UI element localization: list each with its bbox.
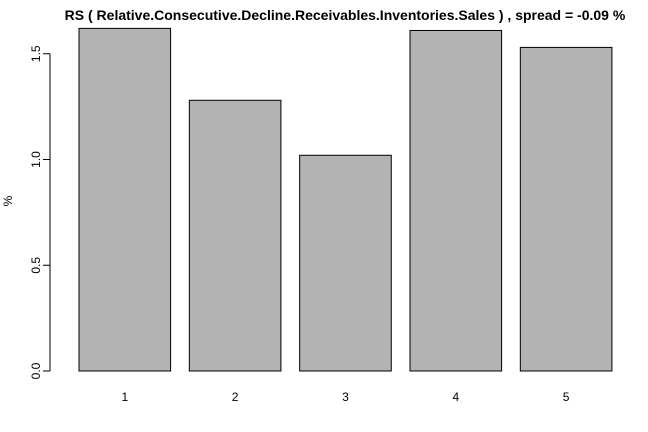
x-tick-label: 4 bbox=[452, 390, 459, 404]
bar-1 bbox=[78, 27, 172, 372]
bars-group bbox=[78, 27, 613, 372]
bar-5 bbox=[519, 46, 613, 372]
bar-4 bbox=[409, 29, 503, 372]
y-tick-label: 1.5 bbox=[29, 45, 43, 62]
x-tick-label: 3 bbox=[342, 390, 349, 404]
y-axis: 0.0 0.5 1.0 1.5 bbox=[29, 45, 51, 379]
y-axis-label: % bbox=[1, 195, 15, 206]
x-tick-label: 2 bbox=[232, 390, 239, 404]
x-tick-label: 1 bbox=[121, 390, 128, 404]
y-tick-label: 0.5 bbox=[29, 257, 43, 274]
bar-3 bbox=[299, 154, 392, 372]
x-tick-labels: 1 2 3 4 5 bbox=[121, 390, 569, 404]
x-tick-label: 5 bbox=[563, 390, 570, 404]
bar-2 bbox=[188, 99, 282, 372]
chart-title: RS ( Relative.Consecutive.Decline.Receiv… bbox=[65, 7, 626, 23]
y-tick-label: 1.0 bbox=[29, 151, 43, 168]
y-tick-label: 0.0 bbox=[29, 362, 43, 379]
